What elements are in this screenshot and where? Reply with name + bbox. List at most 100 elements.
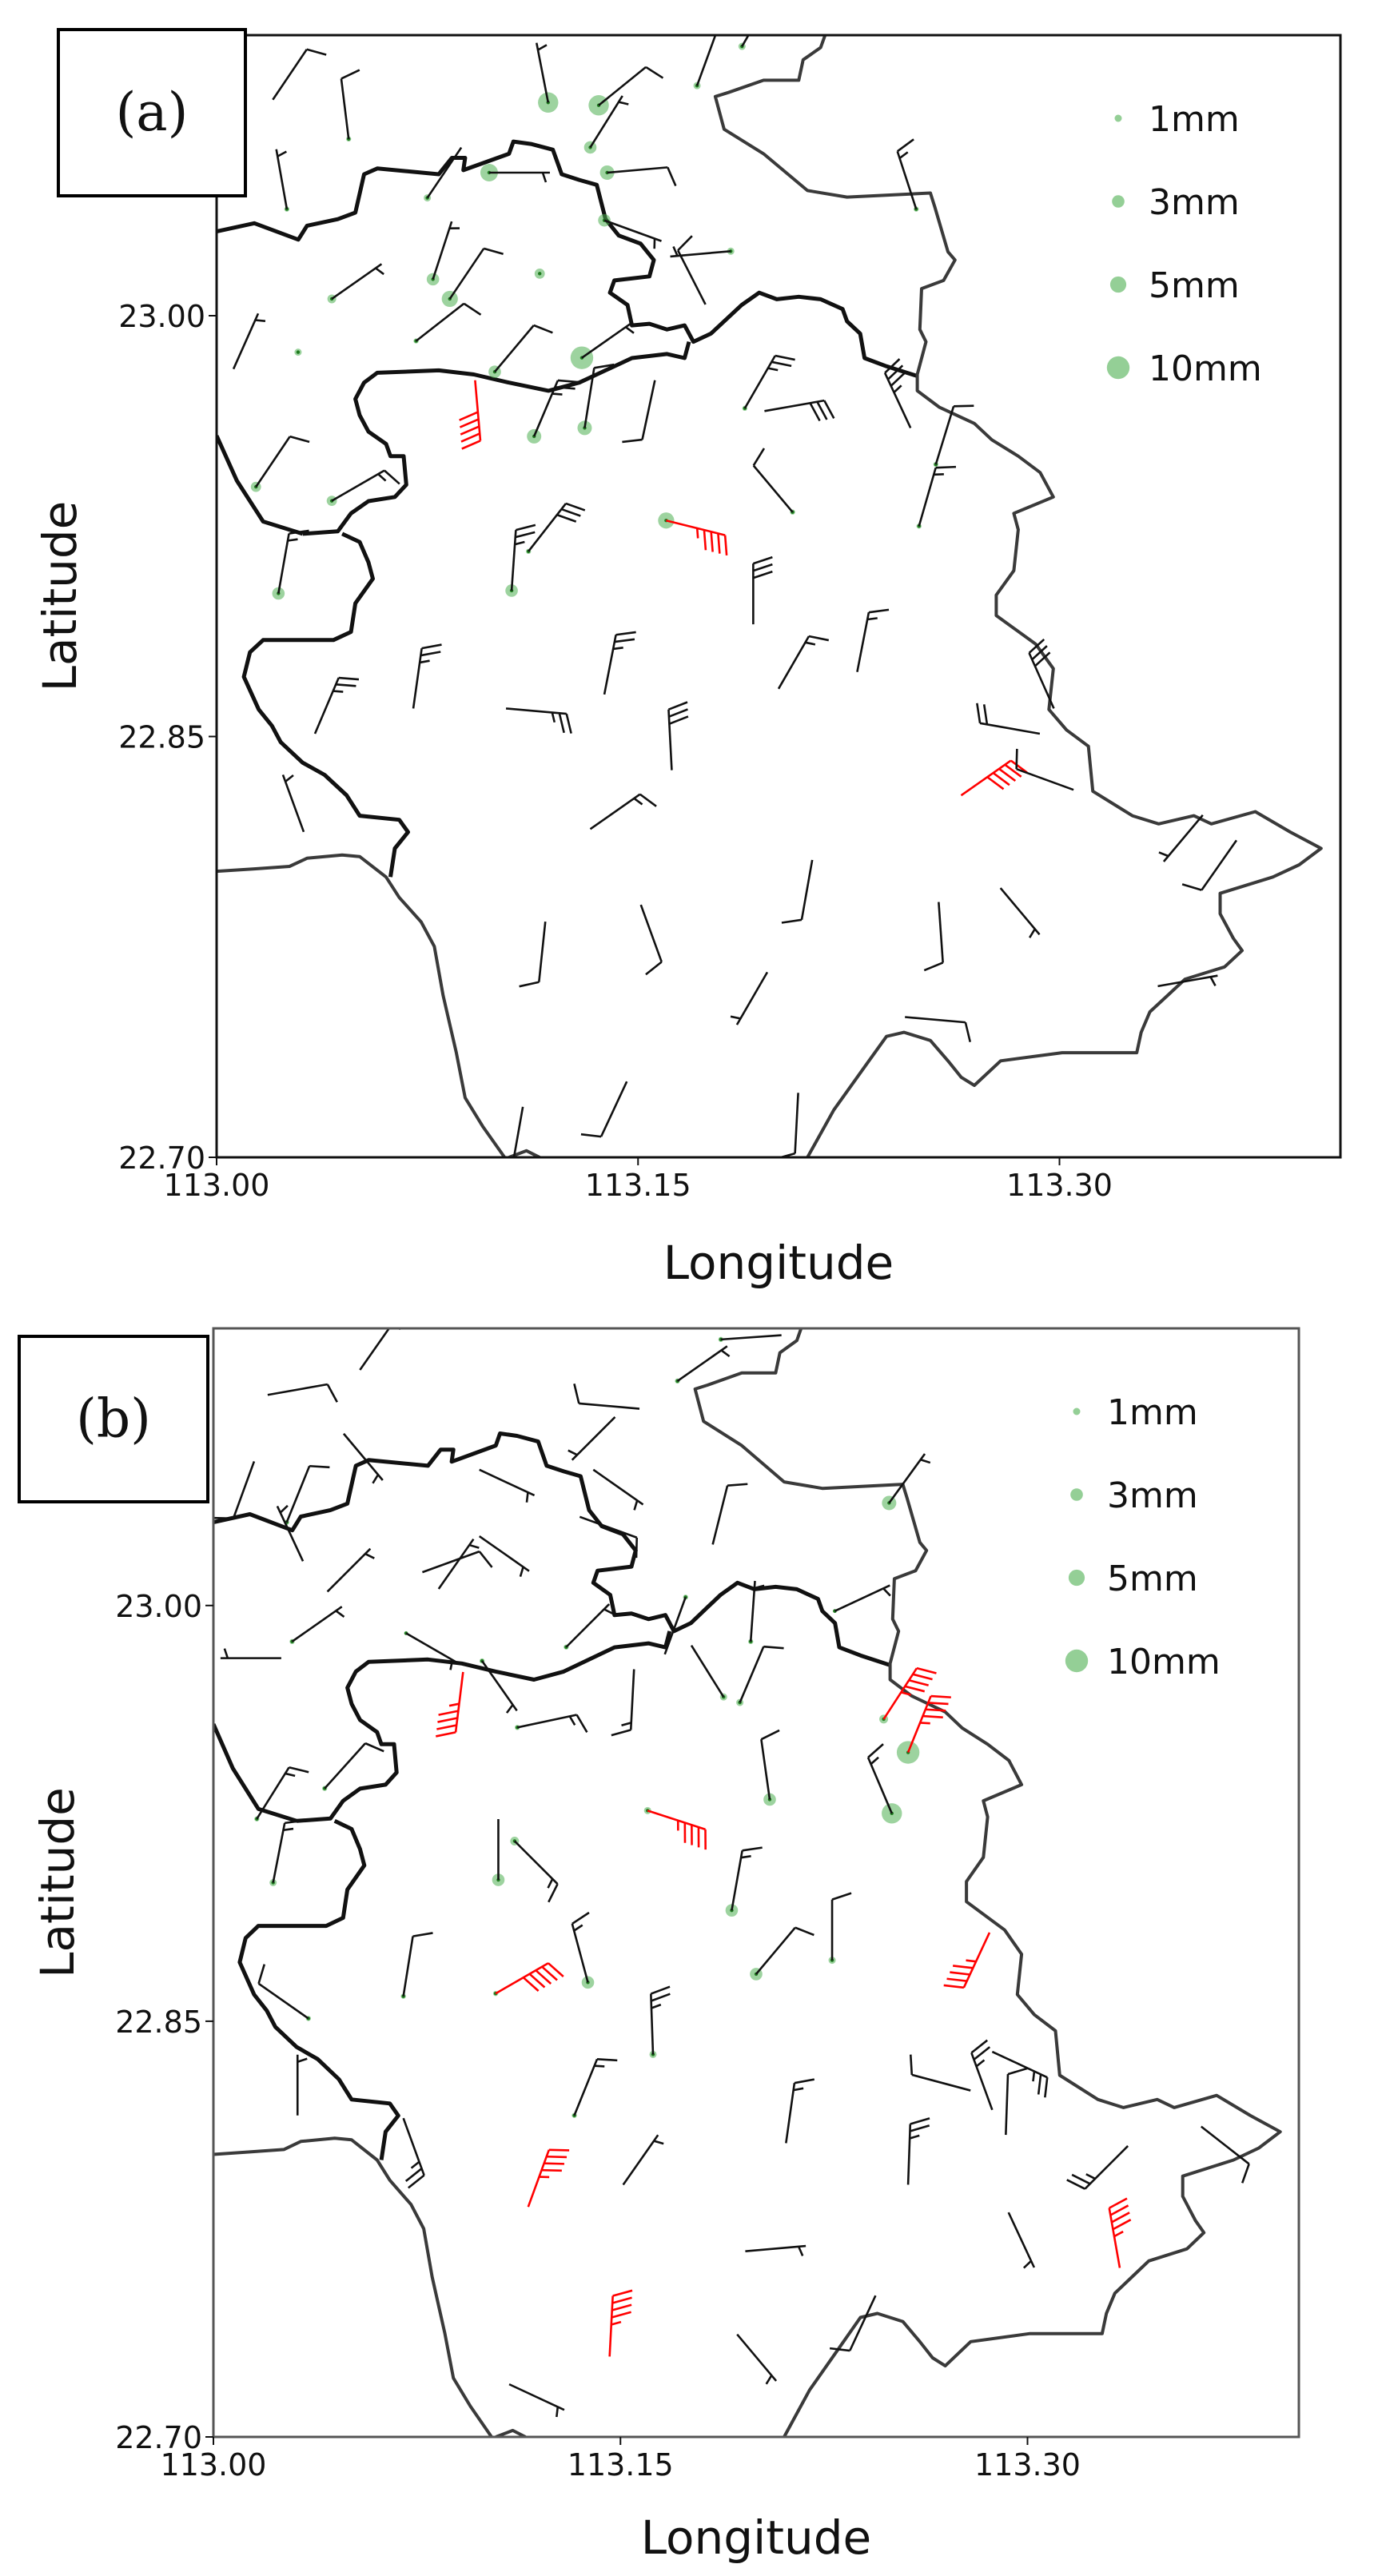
station xyxy=(883,358,912,428)
station xyxy=(725,1846,763,1917)
axes-frame xyxy=(215,34,1342,1159)
wind-barb-full xyxy=(558,712,565,734)
wind-barb-full xyxy=(752,555,773,565)
boundary-line xyxy=(296,1630,672,1823)
wind-barb-half xyxy=(375,267,384,276)
legend-label: 10mm xyxy=(1149,348,1262,389)
station xyxy=(879,1666,937,1724)
wind-barb-staff xyxy=(599,1081,628,1137)
wind-barb-half xyxy=(870,1756,879,1766)
wind-barb-half xyxy=(287,538,298,542)
wind-barb-staff xyxy=(571,1416,616,1461)
station xyxy=(622,2134,664,2186)
wind-barb-staff xyxy=(340,78,350,140)
station xyxy=(1007,2212,1036,2269)
station xyxy=(564,1603,614,1650)
station xyxy=(643,1806,707,1850)
wind-barb-full xyxy=(935,465,957,469)
wind-barb-staff xyxy=(505,707,567,715)
station xyxy=(622,380,656,444)
station xyxy=(480,163,550,183)
wind-barb-half xyxy=(754,1584,765,1590)
station xyxy=(570,321,635,369)
wind-barb-staff xyxy=(641,380,656,440)
station xyxy=(658,512,728,555)
wind-barb-half xyxy=(805,641,816,646)
wind-barb-half xyxy=(364,1552,375,1559)
legend-label: 5mm xyxy=(1149,265,1240,306)
wind-barb-full xyxy=(548,1962,564,1977)
station xyxy=(421,1550,493,1574)
wind-barb-half xyxy=(547,1878,554,1889)
wind-barb-full xyxy=(816,401,828,420)
wind-barb-half xyxy=(882,1587,891,1597)
wind-barb-full xyxy=(1010,759,1028,774)
wind-barb-half xyxy=(720,1349,731,1358)
wind-barb-half xyxy=(653,2140,664,2145)
wind-barb-full xyxy=(909,2054,914,2075)
wind-barb-full xyxy=(516,524,536,532)
wind-barb-staff xyxy=(256,1766,290,1820)
wind-barb-half xyxy=(603,1608,614,1615)
wind-barb-staff xyxy=(313,677,340,735)
wind-barb-half xyxy=(514,540,525,546)
wind-barb-half xyxy=(893,384,902,393)
wind-barb-full xyxy=(573,1384,580,1404)
wind-barb-staff xyxy=(1005,2074,1010,2136)
wind-barb-half xyxy=(335,1610,345,1618)
wind-barb-full xyxy=(594,363,615,369)
wind-barb-full xyxy=(667,166,677,187)
wind-barb-full xyxy=(519,981,540,988)
wind-barb-staff xyxy=(277,533,290,594)
wind-barb-full xyxy=(420,651,441,657)
station xyxy=(267,1383,338,1403)
wind-barb-staff xyxy=(979,722,1041,735)
wind-barb-staff xyxy=(882,1667,918,1720)
wind-barb-full xyxy=(1071,2173,1091,2185)
wind-barb-staff xyxy=(622,2134,659,2186)
wind-barb-staff xyxy=(1016,767,1074,791)
wind-barb-staff xyxy=(415,302,465,342)
wind-barb-full xyxy=(970,2039,988,2054)
station xyxy=(777,635,830,690)
legend-marker xyxy=(1068,1569,1085,1587)
wind-barb-half xyxy=(920,1459,931,1464)
station xyxy=(213,1460,256,1520)
panel-a: 113.00 113.15 113.30 22.70 22.85 23.00 Longitu… xyxy=(33,28,1342,1290)
station xyxy=(577,363,615,436)
wind-barb-full xyxy=(257,1964,266,1985)
wind-barb-full xyxy=(650,1985,671,1995)
wind-barb-staff xyxy=(493,324,535,373)
legend-label: 3mm xyxy=(1107,1475,1198,1516)
wind-barb-half xyxy=(740,1855,751,1859)
station xyxy=(832,1584,891,1614)
wind-barb-staff xyxy=(650,1993,655,2055)
station xyxy=(535,42,559,113)
wind-barb-full xyxy=(556,513,577,523)
wind-barb-staff xyxy=(454,1671,464,1733)
station xyxy=(670,245,735,258)
station xyxy=(1108,2197,1132,2268)
wind-barb-staff xyxy=(666,519,726,536)
y-tick-label: 23.00 xyxy=(118,299,205,334)
wind-barb-half xyxy=(468,1543,480,1549)
station xyxy=(592,1468,644,1511)
wind-barb-staff xyxy=(760,1739,771,1800)
wind-barb-full xyxy=(964,1021,972,1043)
station xyxy=(589,793,657,830)
station xyxy=(340,69,360,142)
station xyxy=(257,1964,312,2021)
x-tick-label: 113.15 xyxy=(585,1168,691,1203)
wind-barb-full xyxy=(829,2347,850,2352)
station xyxy=(459,380,482,450)
station xyxy=(760,1729,780,1806)
wind-barb-full xyxy=(1111,2212,1130,2224)
wind-barb-full xyxy=(925,1708,946,1712)
station xyxy=(326,1547,375,1593)
wind-barb-full xyxy=(1109,2204,1129,2216)
wind-barb-staff xyxy=(896,150,918,210)
station xyxy=(1200,2125,1250,2184)
panel-label-box xyxy=(57,28,247,197)
wind-barb-staff xyxy=(257,1982,309,2020)
boundary-line xyxy=(693,1328,1282,2437)
